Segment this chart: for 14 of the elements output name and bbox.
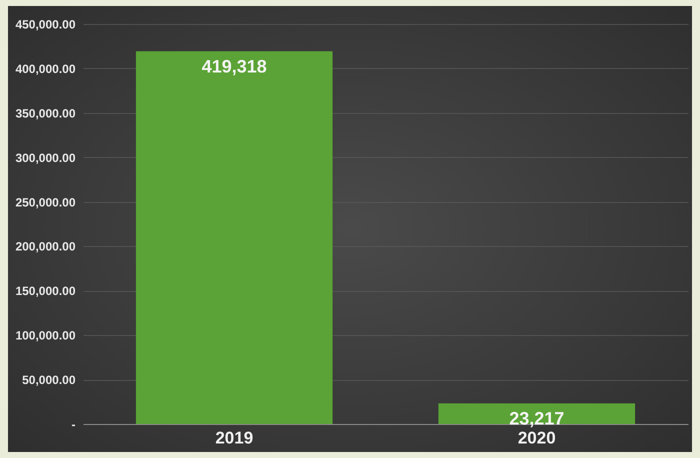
x-tick-label: 2020 xyxy=(518,428,556,448)
y-tick-label: 300,000.00 xyxy=(15,150,76,165)
y-tick-label: 400,000.00 xyxy=(15,62,76,76)
y-tick-label: 200,000.00 xyxy=(15,240,76,254)
y-tick-label: 50,000.00 xyxy=(22,373,76,388)
y-tick-label: - xyxy=(72,418,76,432)
y-tick-label: 350,000.00 xyxy=(15,106,76,120)
y-tick-label: 250,000.00 xyxy=(15,195,76,210)
data-label: 419,318 xyxy=(202,56,267,76)
data-label: 23,217 xyxy=(509,408,564,428)
x-tick-label: 2019 xyxy=(215,428,254,448)
y-tick-label: 450,000.00 xyxy=(15,18,76,32)
y-tick-label: 100,000.00 xyxy=(15,328,76,343)
y-tick-label: 150,000.00 xyxy=(15,284,76,298)
